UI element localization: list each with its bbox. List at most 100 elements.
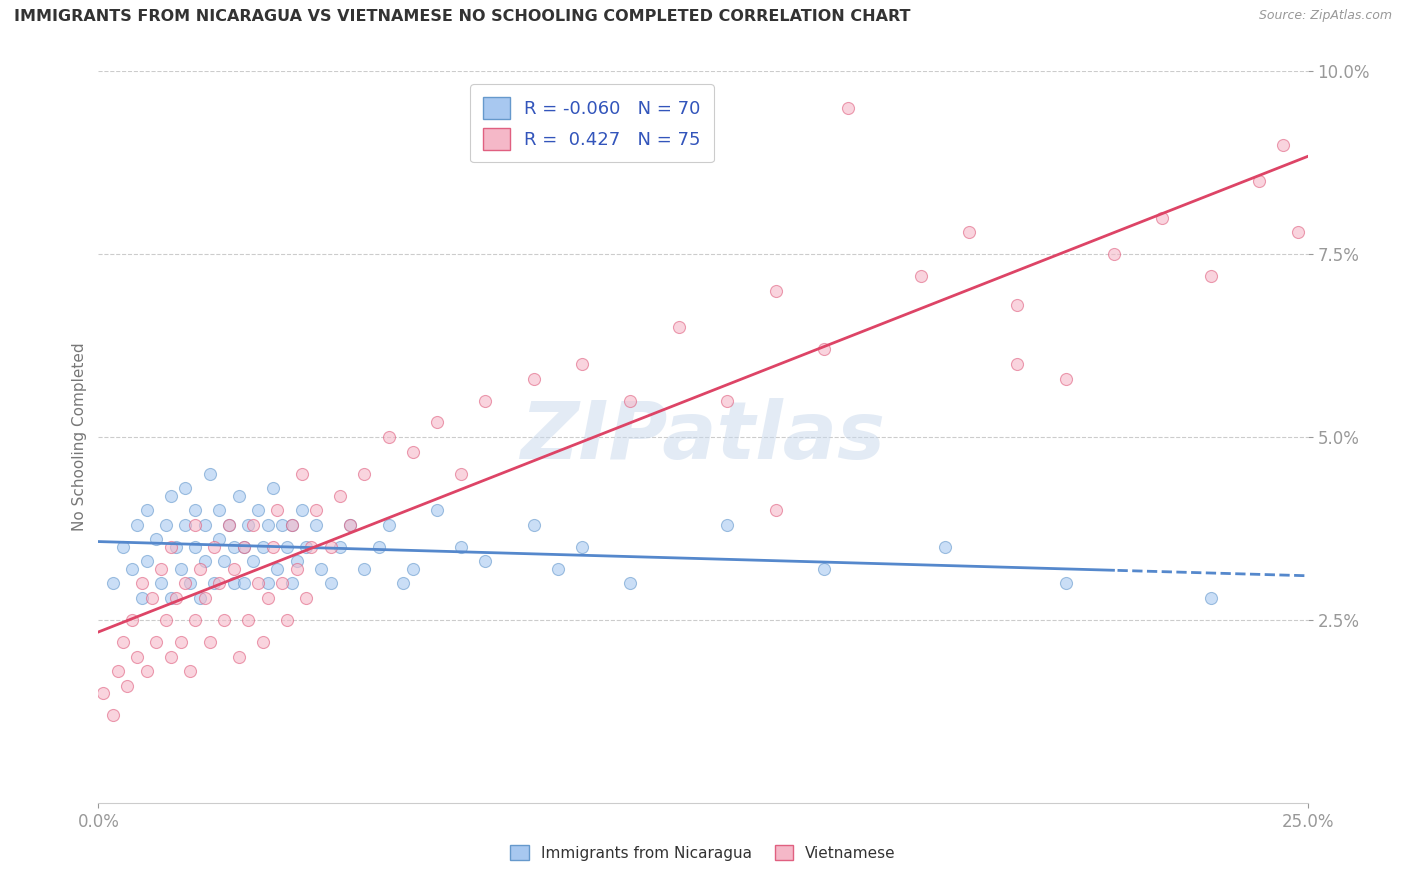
- Point: [169, 635, 191, 649]
- Point: [117, 679, 139, 693]
- Point: [619, 576, 641, 591]
- Point: [101, 708, 124, 723]
- Point: [329, 489, 352, 503]
- Point: [474, 393, 496, 408]
- Point: [813, 562, 835, 576]
- Text: IMMIGRANTS FROM NICARAGUA VS VIETNAMESE NO SCHOOLING COMPLETED CORRELATION CHART: IMMIGRANTS FROM NICARAGUA VS VIETNAMESE …: [14, 9, 911, 24]
- Point: [262, 481, 284, 495]
- Point: [1007, 298, 1029, 312]
- Point: [247, 503, 270, 517]
- Point: [194, 591, 217, 605]
- Point: [198, 467, 221, 481]
- Point: [127, 649, 149, 664]
- Point: [228, 649, 250, 664]
- Point: [1007, 357, 1029, 371]
- Point: [145, 635, 167, 649]
- Point: [450, 467, 472, 481]
- Point: [281, 576, 304, 591]
- Point: [198, 635, 221, 649]
- Point: [1054, 371, 1077, 385]
- Point: [127, 517, 149, 532]
- Point: [765, 284, 787, 298]
- Point: [619, 393, 641, 408]
- Point: [208, 503, 231, 517]
- Point: [266, 562, 288, 576]
- Point: [222, 540, 245, 554]
- Point: [212, 554, 235, 568]
- Point: [716, 517, 738, 532]
- Point: [101, 576, 124, 591]
- Point: [238, 613, 260, 627]
- Point: [716, 393, 738, 408]
- Point: [450, 540, 472, 554]
- Point: [222, 562, 245, 576]
- Point: [222, 576, 245, 591]
- Point: [1199, 591, 1222, 605]
- Point: [232, 540, 254, 554]
- Point: [281, 517, 304, 532]
- Point: [668, 320, 690, 334]
- Point: [179, 664, 201, 678]
- Point: [242, 554, 264, 568]
- Point: [571, 357, 593, 371]
- Point: [238, 517, 260, 532]
- Point: [212, 613, 235, 627]
- Point: [188, 591, 211, 605]
- Point: [271, 576, 294, 591]
- Point: [252, 635, 274, 649]
- Point: [135, 503, 157, 517]
- Point: [285, 554, 308, 568]
- Point: [295, 591, 318, 605]
- Point: [813, 343, 835, 357]
- Point: [276, 613, 298, 627]
- Point: [353, 562, 375, 576]
- Point: [262, 540, 284, 554]
- Point: [111, 540, 134, 554]
- Point: [174, 517, 197, 532]
- Point: [276, 540, 298, 554]
- Point: [150, 576, 173, 591]
- Point: [256, 517, 278, 532]
- Point: [290, 467, 312, 481]
- Point: [204, 540, 226, 554]
- Point: [256, 576, 278, 591]
- Point: [1199, 269, 1222, 284]
- Point: [295, 540, 318, 554]
- Text: ZIPatlas: ZIPatlas: [520, 398, 886, 476]
- Point: [474, 554, 496, 568]
- Point: [329, 540, 352, 554]
- Point: [266, 503, 288, 517]
- Point: [299, 540, 322, 554]
- Point: [1272, 137, 1295, 152]
- Point: [1102, 247, 1125, 261]
- Point: [934, 540, 956, 554]
- Point: [377, 430, 399, 444]
- Point: [256, 591, 278, 605]
- Point: [523, 371, 546, 385]
- Point: [281, 517, 304, 532]
- Point: [174, 576, 197, 591]
- Point: [135, 664, 157, 678]
- Point: [160, 540, 183, 554]
- Y-axis label: No Schooling Completed: No Schooling Completed: [72, 343, 87, 532]
- Point: [523, 517, 546, 532]
- Point: [184, 517, 207, 532]
- Point: [402, 444, 425, 458]
- Point: [184, 540, 207, 554]
- Point: [339, 517, 361, 532]
- Point: [339, 517, 361, 532]
- Point: [392, 576, 415, 591]
- Point: [121, 562, 143, 576]
- Point: [242, 517, 264, 532]
- Point: [218, 517, 240, 532]
- Point: [218, 517, 240, 532]
- Point: [121, 613, 143, 627]
- Point: [107, 664, 129, 678]
- Point: [1286, 225, 1309, 239]
- Point: [232, 576, 254, 591]
- Point: [155, 517, 177, 532]
- Legend: Immigrants from Nicaragua, Vietnamese: Immigrants from Nicaragua, Vietnamese: [502, 837, 904, 868]
- Text: Source: ZipAtlas.com: Source: ZipAtlas.com: [1258, 9, 1392, 22]
- Point: [1249, 174, 1271, 188]
- Point: [160, 489, 183, 503]
